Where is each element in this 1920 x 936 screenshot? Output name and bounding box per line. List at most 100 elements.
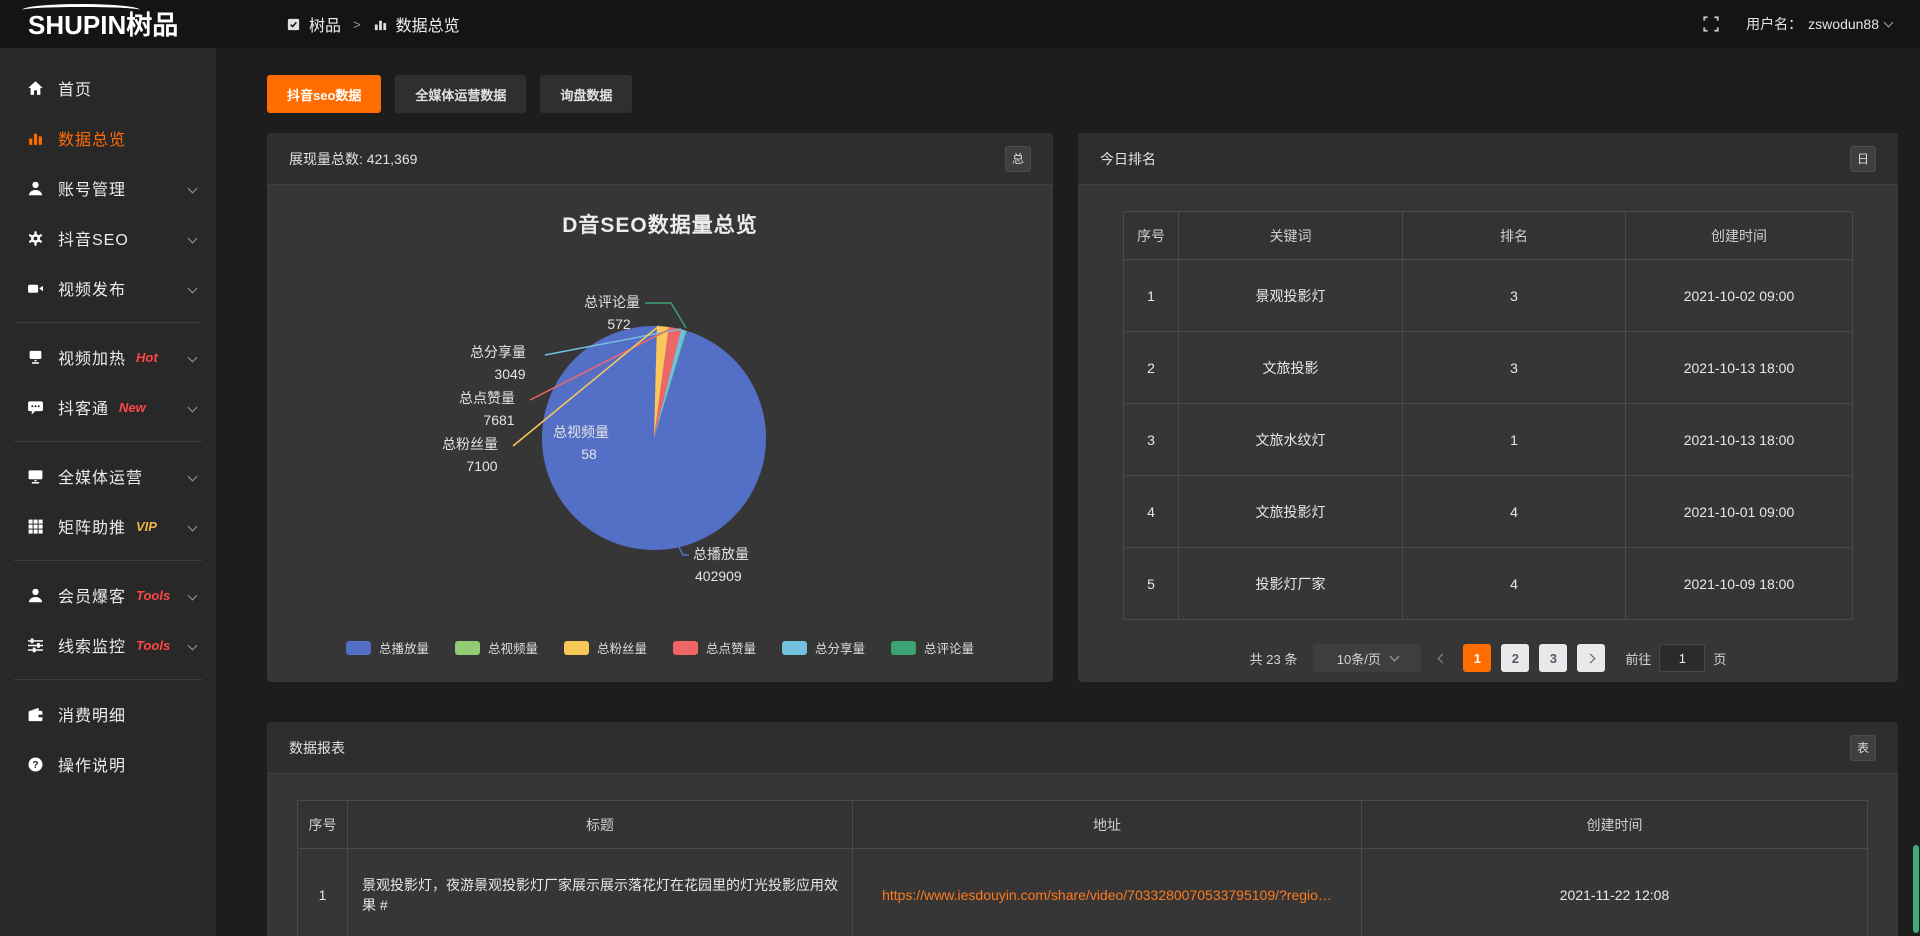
pie-label: 总评论量 (584, 294, 640, 310)
user-icon (27, 180, 44, 197)
sidebar-divider (14, 679, 202, 680)
video-camera-icon (27, 280, 44, 297)
breadcrumb: 树品 > 数据总览 (286, 12, 460, 36)
table-row: 2 文旅投影 3 2021-10-13 18:00 (1123, 331, 1853, 404)
member-icon (27, 587, 44, 604)
username: zswodun88 (1808, 16, 1879, 32)
leader-line-play (671, 532, 689, 556)
sidebar-item-account[interactable]: 账号管理 (0, 163, 216, 213)
fullscreen-icon[interactable] (1702, 15, 1720, 33)
table-header-row: 序号 关键词 排名 创建时间 (1123, 211, 1853, 260)
table-row: 1 景观投影灯，夜游景观投影灯厂家展示展示落花灯在花园里的灯光投影应用效果 # … (297, 848, 1868, 936)
legend-swatch (673, 640, 698, 655)
monitor-icon (27, 468, 44, 485)
gear-icon (27, 230, 44, 247)
sidebar-divider (14, 441, 202, 442)
sidebar-item-douketong[interactable]: 抖客通 New (0, 382, 216, 432)
bar-chart-icon (27, 130, 44, 147)
data-report-panel: 数据报表 表 序号 标题 地址 创建时间 1 景观投影灯，夜游景观投影灯厂家展示… (267, 722, 1898, 936)
tab-inquiry-data[interactable]: 询盘数据 (540, 75, 633, 113)
page-button-3[interactable]: 3 (1539, 644, 1568, 672)
legend-item[interactable]: 总分享量 (782, 638, 865, 657)
sidebar-item-video-heat[interactable]: 视频加热 Hot (0, 332, 216, 382)
chevron-down-icon (1883, 17, 1894, 28)
scrollbar-thumb[interactable] (1913, 845, 1919, 933)
sidebar-item-video-publish[interactable]: 视频发布 (0, 263, 216, 313)
report-table: 序号 标题 地址 创建时间 1 景观投影灯，夜游景观投影灯厂家展示展示落花灯在花… (297, 800, 1868, 936)
vip-badge: VIP (136, 518, 157, 534)
legend-swatch (891, 640, 917, 655)
tab-media-operation-data[interactable]: 全媒体运营数据 (395, 75, 527, 113)
pie-value: 58 (581, 446, 597, 462)
video-link[interactable]: https://www.iesdouyin.com/share/video/70… (882, 886, 1332, 903)
total-toggle-button[interactable]: 总 (1005, 145, 1031, 172)
pie-slice-likes[interactable] (654, 327, 682, 438)
sidebar-item-lead-monitor[interactable]: 线索监控 Tools (0, 620, 216, 670)
sidebar-item-consumption[interactable]: 消费明细 (0, 689, 216, 739)
page-button-2[interactable]: 2 (1501, 644, 1530, 672)
pie-chart: D音SEO数据量总览 总评论量 572 (267, 185, 1053, 681)
leader-line-comments (645, 302, 687, 329)
tab-douyin-seo-data[interactable]: 抖音seo数据 (267, 75, 382, 113)
sidebar: 首页 数据总览 账号管理 抖音SEO 视频发布 视频加热 Hot 抖客通 New… (0, 48, 216, 936)
breadcrumb-item-home[interactable]: 树品 (286, 12, 341, 36)
legend-swatch (345, 640, 371, 655)
pie-value: 572 (607, 316, 631, 332)
sidebar-item-data-overview[interactable]: 数据总览 (0, 113, 216, 163)
legend-item[interactable]: 总播放量 (345, 638, 429, 657)
legend-item[interactable]: 总视频量 (454, 638, 538, 657)
sidebar-item-member-baoke[interactable]: 会员爆客 Tools (0, 570, 216, 620)
chevron-down-icon (187, 183, 198, 193)
pagination-total: 共 23 条 (1249, 651, 1298, 667)
table-toggle-button[interactable]: 表 (1850, 734, 1876, 761)
chevron-down-icon (187, 352, 198, 362)
next-page-button[interactable] (1577, 644, 1606, 672)
prev-page-button[interactable] (1431, 644, 1453, 672)
pie-label: 总点赞量 (459, 390, 515, 406)
chevron-down-icon (1389, 651, 1400, 662)
tools-badge: Tools (136, 587, 171, 603)
app-logo: SHUPIN树品 (0, 0, 216, 48)
pie-label: 总粉丝量 (442, 436, 498, 452)
leader-line-shares (544, 328, 682, 356)
sidebar-item-help[interactable]: ? 操作说明 (0, 739, 216, 789)
chevron-down-icon (187, 283, 198, 293)
home-icon (27, 80, 44, 97)
pie-value: 3049 (494, 366, 525, 382)
user-menu[interactable]: 用户名： zswodun88 (1746, 14, 1894, 34)
sidebar-item-matrix-boost[interactable]: 矩阵助推 VIP (0, 501, 216, 551)
new-badge: New (119, 399, 146, 415)
sidebar-item-media-operation[interactable]: 全媒体运营 (0, 451, 216, 501)
pie-chart-svg: 总评论量 572 总分享量 3049 总点赞量 7681 总粉丝量 7100 总… (442, 294, 766, 584)
chevron-down-icon (187, 521, 198, 531)
legend-item[interactable]: 总点赞量 (673, 638, 756, 657)
table-row: 5 投影灯厂家 4 2021-10-09 18:00 (1123, 547, 1853, 620)
chevron-down-icon (187, 233, 198, 243)
breadcrumb-label: 数据总览 (395, 18, 460, 35)
page-button-1[interactable]: 1 (1463, 644, 1492, 672)
goto-page-input[interactable] (1659, 644, 1706, 672)
dashboard-icon (286, 17, 301, 32)
main-content: 抖音seo数据 全媒体运营数据 询盘数据 展现量总数: 421,369 总 D音… (216, 48, 1920, 936)
legend-item[interactable]: 总粉丝量 (563, 638, 647, 657)
table-header-row: 序号 标题 地址 创建时间 (297, 800, 1868, 849)
day-toggle-button[interactable]: 日 (1850, 145, 1876, 172)
seo-chart-panel: 展现量总数: 421,369 总 D音SEO数据量总览 (267, 133, 1053, 682)
goto-page: 前往 页 (1625, 644, 1726, 672)
leader-line-fans (512, 325, 660, 447)
username-prefix: 用户名： (1746, 16, 1803, 32)
sidebar-item-home[interactable]: 首页 (0, 63, 216, 113)
breadcrumb-separator: > (353, 16, 361, 32)
pie-slice-comments[interactable] (654, 330, 688, 438)
pie-slice-shares[interactable] (654, 329, 687, 438)
leader-line-likes (529, 327, 673, 401)
legend-item[interactable]: 总评论量 (891, 638, 974, 657)
ranking-table: 序号 关键词 排名 创建时间 1 景观投影灯 3 2021-10-02 09:00 2… (1123, 211, 1853, 620)
report-panel-title: 数据报表 (289, 739, 345, 756)
sidebar-item-douyin-seo[interactable]: 抖音SEO (0, 213, 216, 263)
page-size-select[interactable]: 10条/页 (1313, 644, 1422, 672)
chevron-right-icon (1585, 653, 1596, 663)
logo-arc (22, 4, 140, 16)
breadcrumb-item-current[interactable]: 数据总览 (373, 12, 460, 36)
pie-slice-fans[interactable] (654, 326, 669, 438)
